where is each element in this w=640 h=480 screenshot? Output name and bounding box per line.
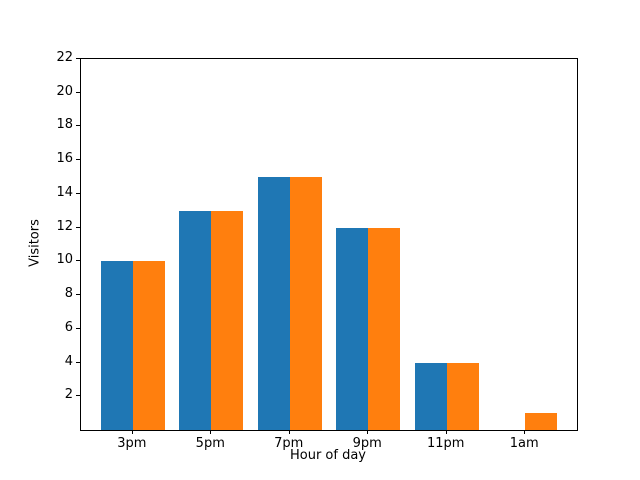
y-tick-label: 14 — [56, 184, 73, 200]
bar-blue-series-9pm — [336, 227, 369, 430]
x-tick-mark — [288, 430, 290, 434]
bar-blue-series-3pm — [100, 261, 133, 430]
y-tick-mark — [76, 159, 80, 161]
x-tick-label: 3pm — [117, 436, 147, 451]
y-tick-mark — [76, 395, 80, 397]
y-tick-mark — [76, 226, 80, 228]
bar-orange-series-5pm — [211, 210, 244, 430]
x-tick-label: 11pm — [426, 436, 465, 451]
x-tick-mark — [131, 430, 133, 434]
x-tick-label: 5pm — [195, 436, 225, 451]
x-tick-label: 7pm — [274, 436, 304, 451]
bar-blue-series-5pm — [179, 210, 212, 430]
y-tick-label: 6 — [64, 319, 73, 335]
x-tick-label: 9pm — [352, 436, 382, 451]
y-tick-mark — [76, 294, 80, 296]
bar-orange-series-1am — [525, 413, 558, 430]
bars-layer — [81, 59, 577, 430]
y-axis-label: Visitors — [27, 219, 43, 267]
bar-blue-series-7pm — [257, 177, 290, 430]
bar-orange-series-9pm — [368, 227, 401, 430]
y-tick-label: 2 — [64, 387, 73, 403]
bar-orange-series-7pm — [289, 177, 322, 430]
x-tick-mark — [445, 430, 447, 434]
x-tick-mark — [367, 430, 369, 434]
plot-area — [80, 58, 578, 431]
y-tick-mark — [76, 327, 80, 329]
bar-blue-series-11pm — [414, 362, 447, 430]
y-tick-label: 12 — [56, 218, 73, 234]
y-tick-label: 10 — [56, 252, 73, 268]
y-tick-mark — [76, 91, 80, 93]
y-tick-label: 20 — [56, 83, 73, 99]
y-tick-mark — [76, 260, 80, 262]
bar-orange-series-3pm — [132, 261, 165, 430]
y-tick-label: 22 — [56, 50, 73, 65]
y-tick-label: 18 — [56, 117, 73, 133]
y-tick-mark — [76, 361, 80, 363]
y-tick-label: 4 — [64, 353, 73, 369]
x-tick-mark — [524, 430, 526, 434]
y-tick-mark — [76, 58, 80, 59]
x-axis-label: Hour of day — [289, 448, 367, 463]
y-tick-mark — [76, 192, 80, 194]
x-tick-label: 1am — [509, 436, 539, 451]
y-tick-mark — [76, 125, 80, 127]
y-tick-label: 8 — [64, 286, 73, 302]
x-tick-mark — [210, 430, 212, 434]
bar-orange-series-11pm — [446, 362, 479, 430]
y-tick-label: 16 — [56, 151, 73, 167]
